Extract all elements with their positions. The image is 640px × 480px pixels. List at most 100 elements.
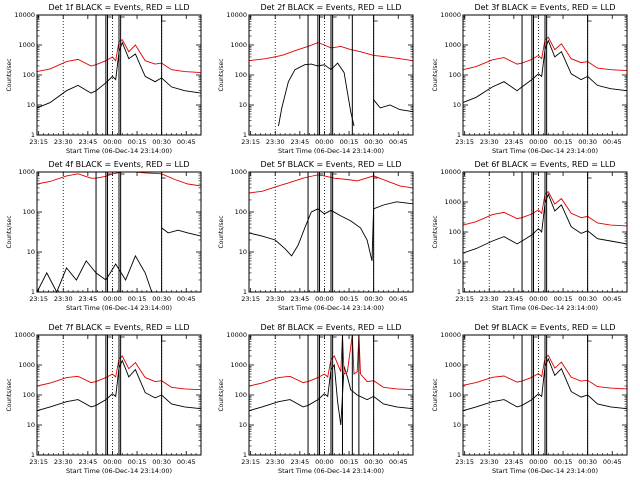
x-tick-label: 00:45	[389, 295, 408, 303]
y-axis-label: Counts/sec	[218, 58, 225, 91]
panel-9: Det 9f BLACK = Events, RED = LLD Counts/s…	[432, 323, 628, 475]
x-tick-label: 23:45	[290, 295, 309, 303]
y-tick-label: 10000	[440, 331, 461, 339]
y-axis-label: Counts/sec	[6, 378, 13, 411]
x-tick-label: 00:30	[364, 295, 383, 303]
x-axis-label: Start Time (06-Dec-14 23:14:00)	[66, 304, 172, 312]
x-tick-label: 23:45	[290, 458, 309, 466]
lld-series-line	[36, 171, 202, 187]
x-tick-label: 00:45	[177, 295, 196, 303]
panel-6: Det 6f BLACK = Events, RED = LLD Counts/s…	[432, 160, 628, 312]
panel-title: Det 7f BLACK = Events, RED = LLD	[48, 323, 189, 332]
x-tick-label: 23:45	[78, 138, 97, 146]
panel-title: Det 1f BLACK = Events, RED = LLD	[48, 3, 189, 12]
interval-marker-glyphs	[533, 173, 592, 179]
y-tick-label: 10	[453, 421, 461, 429]
x-tick-label: 23:30	[266, 458, 285, 466]
y-tick-label: 1	[243, 451, 247, 459]
y-tick-label: 10000	[14, 11, 35, 19]
plot-frame	[248, 14, 414, 136]
x-tick-label: 00:00	[103, 295, 122, 303]
x-tick-label: 23:45	[290, 138, 309, 146]
x-tick-label: 23:15	[29, 295, 48, 303]
x-tick-label: 23:15	[29, 138, 48, 146]
panel-title: Det 6f BLACK = Events, RED = LLD	[474, 160, 615, 169]
x-tick-label: 23:45	[78, 458, 97, 466]
panel-7: Det 7f BLACK = Events, RED = LLD Counts/s…	[6, 323, 202, 475]
interval-marker-glyphs	[533, 336, 592, 342]
y-tick-label: 10	[239, 248, 247, 256]
events-series-line	[278, 62, 355, 127]
x-tick-label: 23:15	[241, 138, 260, 146]
y-axis-label: Counts/sec	[218, 215, 225, 248]
x-tick-label: 23:45	[504, 295, 523, 303]
x-tick-label: 00:00	[103, 138, 122, 146]
x-tick-label: 00:15	[128, 295, 147, 303]
x-tick-label: 00:15	[340, 138, 359, 146]
y-tick-label: 10	[453, 258, 461, 266]
y-tick-label: 1	[457, 131, 461, 139]
y-tick-label: 1000	[444, 361, 461, 369]
x-tick-label: 00:00	[529, 138, 548, 146]
x-tick-label: 00:00	[529, 458, 548, 466]
y-tick-label: 1000	[230, 361, 247, 369]
y-tick-label: 1	[457, 288, 461, 296]
panel-1: Det 1f BLACK = Events, RED = LLD Counts/s…	[6, 3, 202, 155]
plot-frame	[462, 14, 628, 136]
y-tick-label: 10000	[14, 331, 35, 339]
y-tick-label: 1000	[18, 361, 35, 369]
x-tick-label: 00:45	[603, 138, 622, 146]
x-tick-label: 23:30	[480, 295, 499, 303]
x-tick-label: 23:15	[455, 138, 474, 146]
y-tick-label: 10	[27, 101, 35, 109]
x-tick-label: 23:45	[504, 458, 523, 466]
x-tick-label: 00:00	[315, 138, 334, 146]
x-tick-label: 00:30	[578, 458, 597, 466]
x-tick-label: 00:45	[389, 138, 408, 146]
x-tick-label: 00:30	[364, 458, 383, 466]
y-tick-label: 100	[235, 391, 247, 399]
interval-marker-glyphs	[107, 336, 166, 342]
y-axis-label: Counts/sec	[6, 215, 13, 248]
x-tick-label: 23:15	[241, 458, 260, 466]
panel-title: Det 2f BLACK = Events, RED = LLD	[260, 3, 401, 12]
x-tick-label: 23:45	[78, 295, 97, 303]
y-tick-label: 100	[23, 208, 35, 216]
x-tick-label: 00:45	[177, 458, 196, 466]
y-tick-label: 10	[27, 248, 35, 256]
y-tick-label: 1	[31, 288, 35, 296]
panel-title: Det 9f BLACK = Events, RED = LLD	[474, 323, 615, 332]
x-tick-label: 00:30	[152, 138, 171, 146]
x-tick-label: 00:45	[603, 458, 622, 466]
interval-marker-glyphs	[319, 16, 378, 22]
x-tick-label: 23:15	[455, 458, 474, 466]
x-axis-label: Start Time (06-Dec-14 23:14:00)	[278, 467, 384, 475]
y-tick-label: 100	[449, 228, 461, 236]
y-axis-label: Counts/sec	[432, 58, 439, 91]
x-tick-label: 23:30	[266, 295, 285, 303]
x-tick-label: 23:30	[480, 138, 499, 146]
interval-marker-glyphs	[319, 336, 378, 342]
lld-series-line	[248, 174, 414, 194]
y-tick-label: 100	[449, 391, 461, 399]
interval-marker-glyphs	[107, 173, 166, 179]
x-tick-label: 00:00	[315, 458, 334, 466]
x-tick-label: 00:15	[340, 458, 359, 466]
y-tick-label: 10	[239, 101, 247, 109]
y-tick-label: 100	[23, 391, 35, 399]
x-tick-label: 00:15	[340, 295, 359, 303]
x-tick-label: 00:15	[554, 295, 573, 303]
x-tick-label: 00:45	[177, 138, 196, 146]
x-tick-label: 00:45	[603, 295, 622, 303]
events-series-line	[36, 254, 153, 294]
y-axis-label: Counts/sec	[6, 58, 13, 91]
y-tick-label: 10	[27, 421, 35, 429]
plot-frame	[36, 171, 202, 293]
y-tick-label: 1000	[230, 41, 247, 49]
events-series-line	[373, 99, 414, 113]
y-tick-label: 10000	[226, 331, 247, 339]
y-tick-label: 1	[243, 131, 247, 139]
interval-marker-glyphs	[319, 173, 378, 179]
panel-title: Det 8f BLACK = Events, RED = LLD	[260, 323, 401, 332]
